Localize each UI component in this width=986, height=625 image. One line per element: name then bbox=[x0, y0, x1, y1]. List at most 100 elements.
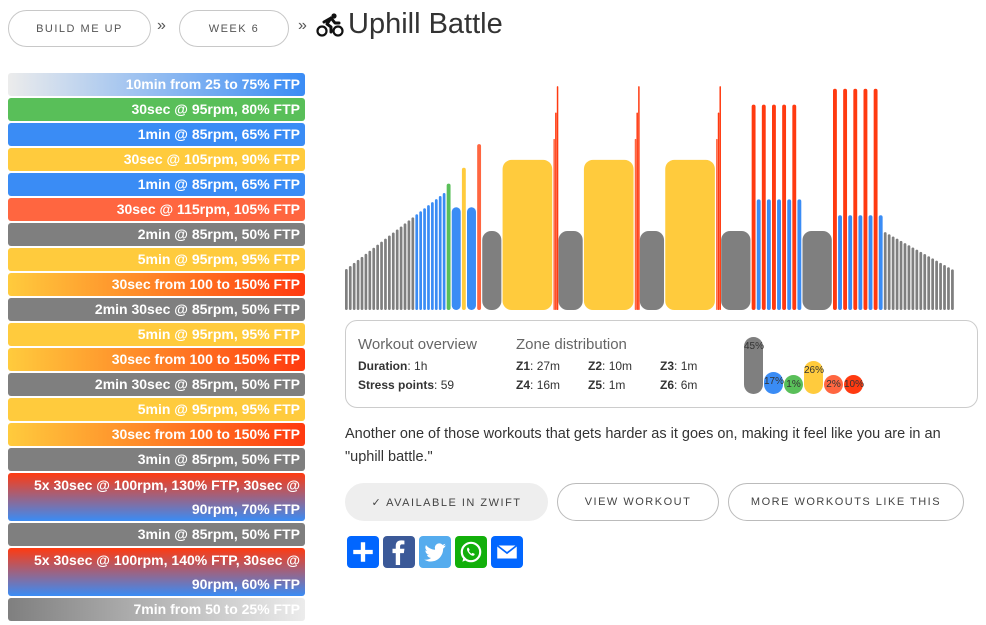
workout-step: 2min 30sec @ 85rpm, 50% FTP bbox=[8, 298, 305, 321]
facebook-icon bbox=[392, 540, 405, 565]
zone-label: Z5 bbox=[588, 378, 603, 392]
chart-bar bbox=[843, 88, 848, 310]
chart-bar bbox=[802, 231, 832, 310]
chart-bar bbox=[931, 258, 935, 310]
chart-bar bbox=[915, 249, 919, 310]
chart-bar bbox=[384, 238, 387, 310]
workout-step: 3min @ 85rpm, 50% FTP bbox=[8, 523, 305, 546]
workout-step: 30sec from 100 to 150% FTP bbox=[8, 423, 305, 446]
chart-bar bbox=[467, 207, 476, 310]
chart-bar bbox=[638, 86, 640, 311]
chart-bar bbox=[782, 104, 787, 310]
zone-label: Z1 bbox=[516, 359, 531, 373]
email-icon bbox=[496, 544, 518, 559]
cyclist-icon bbox=[316, 12, 344, 37]
chart-bar bbox=[442, 193, 446, 310]
workout-step: 5min @ 95rpm, 95% FTP bbox=[8, 248, 305, 271]
chart-bar bbox=[446, 183, 451, 310]
zone-bar: 17% bbox=[764, 372, 784, 394]
chart-bar bbox=[665, 159, 715, 310]
zone-time: 1m bbox=[608, 378, 626, 392]
overview-heading: Workout overview bbox=[358, 336, 477, 353]
workout-step: 2min @ 85rpm, 50% FTP bbox=[8, 223, 305, 246]
chart-bar bbox=[391, 232, 395, 310]
breadcrumb-week-6[interactable]: WEEK 6 bbox=[179, 10, 289, 47]
chart-bar bbox=[858, 215, 863, 310]
workout-steps-list: 10min from 25 to 75% FTP 30sec @ 95rpm, 8… bbox=[8, 73, 305, 623]
stress-value: 59 bbox=[440, 378, 455, 392]
workout-step: 30sec @ 95rpm, 80% FTP bbox=[8, 98, 305, 121]
chart-bar bbox=[360, 256, 364, 310]
workout-step: 5x 30sec @ 100rpm, 130% FTP, 30sec @ 90r… bbox=[8, 473, 305, 521]
chart-bar bbox=[583, 159, 634, 310]
chart-bar bbox=[756, 199, 761, 310]
breadcrumb-build-me-up[interactable]: BUILD ME UP bbox=[8, 10, 151, 47]
chart-bar bbox=[461, 167, 466, 310]
chart-bar bbox=[556, 86, 559, 311]
chart-bar bbox=[903, 243, 907, 310]
chart-bar bbox=[943, 265, 946, 310]
duration: Duration: 1h bbox=[358, 359, 428, 373]
workout-step: 5min @ 95rpm, 95% FTP bbox=[8, 323, 305, 346]
stress-points: Stress points: 59 bbox=[358, 378, 455, 392]
chart-bar bbox=[883, 232, 887, 310]
chart-bar bbox=[833, 88, 837, 310]
chart-bar bbox=[639, 231, 665, 310]
twitter-icon bbox=[424, 543, 446, 562]
zone-bar: 2% bbox=[824, 375, 843, 394]
chart-bar bbox=[761, 104, 766, 310]
chart-bar bbox=[558, 231, 583, 310]
add-share-share-button[interactable] bbox=[347, 536, 379, 568]
chart-bar bbox=[553, 138, 555, 310]
workout-step: 7min from 50 to 25% FTP bbox=[8, 598, 305, 621]
chart-bar bbox=[482, 231, 502, 310]
workout-step: 2min 30sec @ 85rpm, 50% FTP bbox=[8, 373, 305, 396]
chart-bar bbox=[838, 215, 842, 310]
whatsapp-icon bbox=[460, 541, 482, 563]
facebook-share-button[interactable] bbox=[383, 536, 415, 568]
chart-bar bbox=[395, 229, 399, 310]
chart-bar bbox=[919, 251, 923, 310]
zone-time: 27m bbox=[536, 359, 561, 373]
chart-bar bbox=[907, 245, 911, 310]
zone-bar: 45% bbox=[744, 336, 764, 394]
chart-bar bbox=[431, 202, 434, 310]
chart-bar bbox=[407, 220, 411, 310]
chart-bar bbox=[947, 267, 950, 310]
workout-profile-chart bbox=[345, 86, 954, 311]
more-workouts-button[interactable]: MORE WORKOUTS LIKE THIS bbox=[728, 483, 964, 521]
chart-bar bbox=[716, 138, 718, 310]
view-workout-button[interactable]: VIEW WORKOUT bbox=[557, 483, 719, 521]
chart-bar bbox=[772, 104, 776, 310]
chart-bar bbox=[434, 199, 438, 310]
zone-heading: Zone distribution bbox=[516, 336, 627, 353]
zone-bar: 10% bbox=[844, 375, 864, 394]
chart-bar bbox=[717, 112, 720, 310]
chart-bar bbox=[403, 223, 407, 310]
add-share-icon bbox=[353, 542, 373, 562]
chart-bar bbox=[364, 253, 368, 310]
chart-bar bbox=[345, 268, 348, 310]
chart-bar bbox=[502, 159, 553, 310]
available-in-zwift-button[interactable]: ✓ AVAILABLE IN ZWIFT bbox=[345, 483, 548, 521]
chart-bar bbox=[356, 259, 360, 310]
email-share-button[interactable] bbox=[491, 536, 523, 568]
twitter-share-button[interactable] bbox=[419, 536, 451, 568]
workout-step: 30sec from 100 to 150% FTP bbox=[8, 273, 305, 296]
workout-overview-panel: Workout overview Duration: 1h Stress poi… bbox=[345, 320, 978, 408]
breadcrumb-separator: » bbox=[298, 17, 307, 34]
chart-bar bbox=[427, 205, 430, 310]
chart-bar bbox=[477, 144, 482, 310]
zone-label: Z6 bbox=[660, 378, 675, 392]
chart-bar bbox=[419, 211, 423, 310]
chart-bar bbox=[372, 247, 376, 310]
chart-bar bbox=[719, 86, 721, 311]
zone-time: 16m bbox=[536, 378, 561, 392]
chart-bar bbox=[438, 196, 442, 310]
chart-bar bbox=[911, 247, 915, 310]
chart-bar bbox=[451, 207, 461, 310]
chart-bar bbox=[853, 88, 858, 310]
whatsapp-share-button[interactable] bbox=[455, 536, 487, 568]
chart-bar bbox=[415, 214, 419, 310]
chart-bar bbox=[939, 262, 942, 310]
